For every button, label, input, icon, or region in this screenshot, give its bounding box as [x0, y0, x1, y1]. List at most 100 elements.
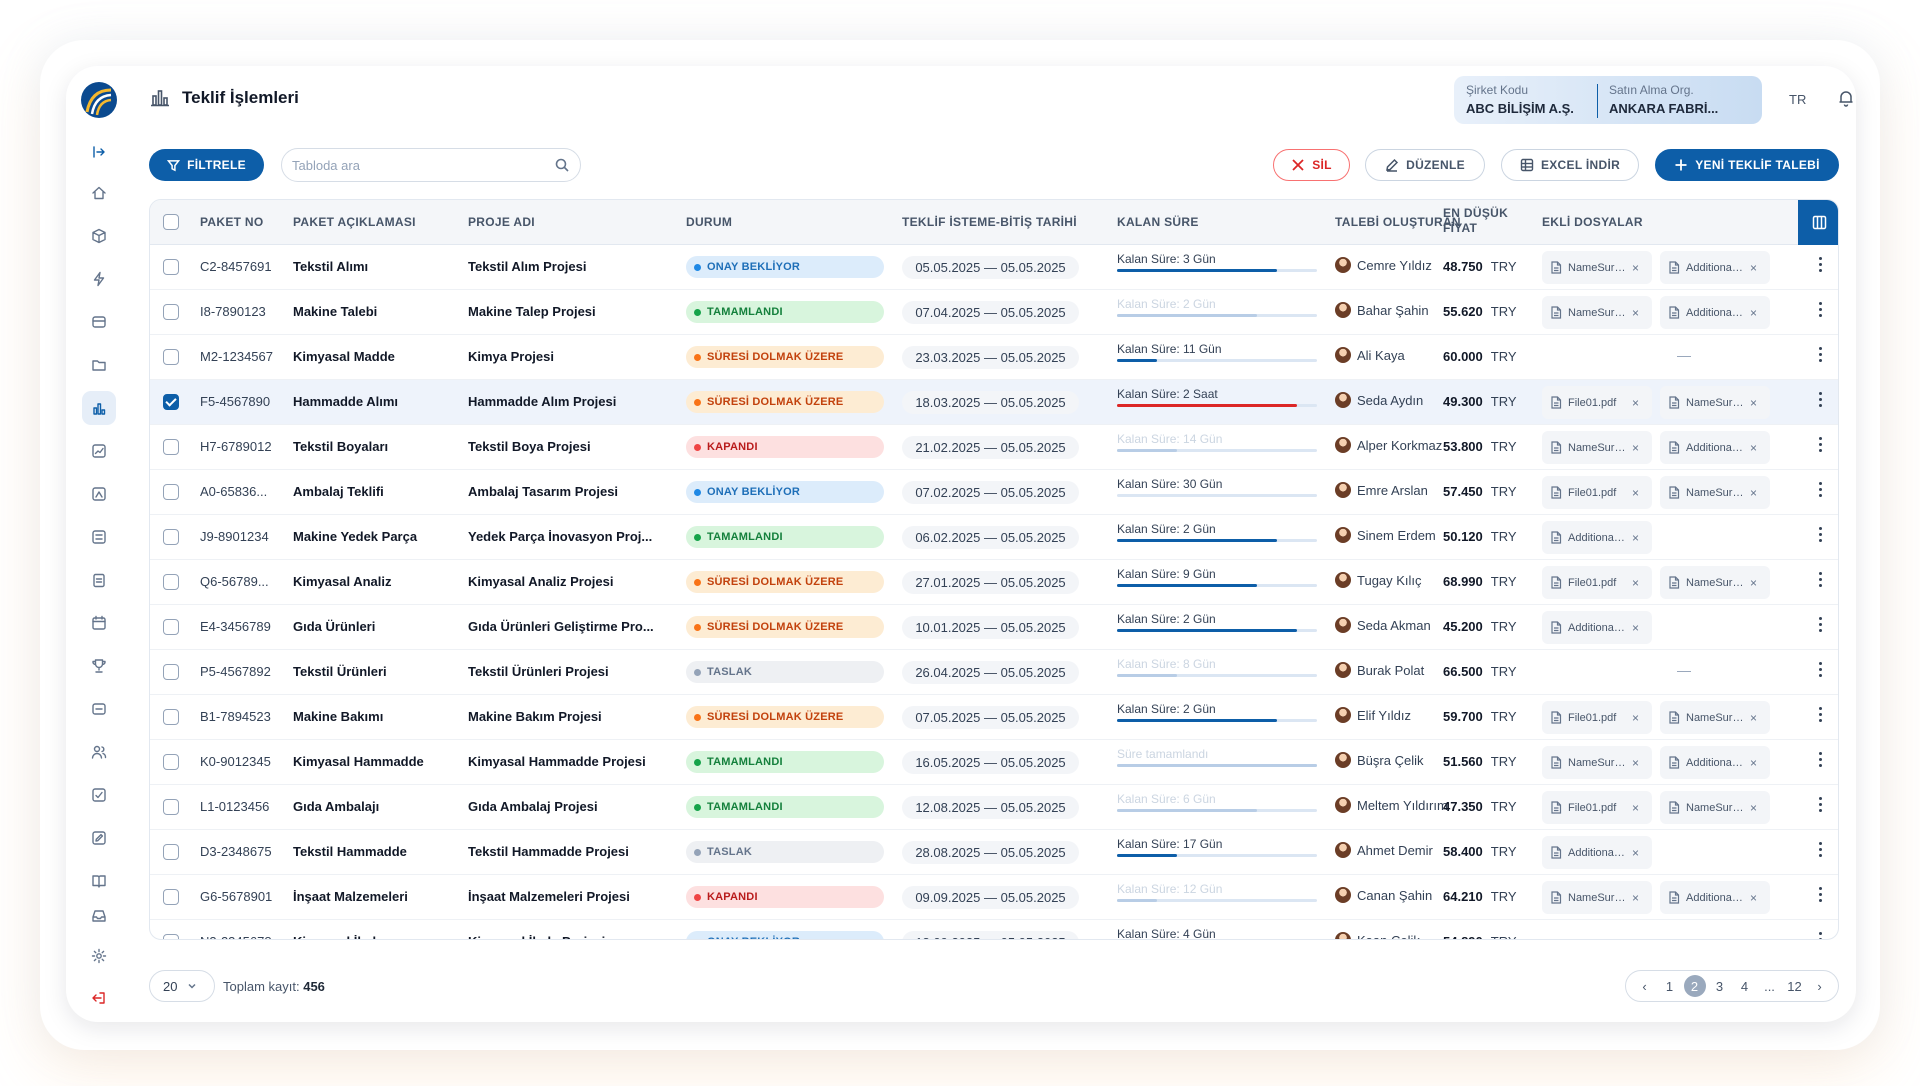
sidebar-item-report[interactable]	[82, 477, 116, 511]
remove-file-icon[interactable]: ×	[1632, 395, 1640, 410]
remove-file-icon[interactable]: ×	[1750, 710, 1758, 725]
row-checkbox[interactable]	[163, 844, 179, 860]
file-chip[interactable]: File01.pdf ×	[1542, 476, 1652, 509]
table-row[interactable]: E4-3456789 Gıda Ürünleri Gıda Ürünleri Gel…	[150, 605, 1838, 650]
table-row[interactable]: G6-5678901 İnşaat Malzemeleri İnşaat Malze…	[150, 875, 1838, 920]
row-checkbox[interactable]	[163, 709, 179, 725]
remove-file-icon[interactable]: ×	[1750, 395, 1758, 410]
column-settings-button[interactable]	[1798, 200, 1838, 245]
row-actions-icon[interactable]	[1816, 662, 1824, 682]
file-chip[interactable]: Additionalfi... ×	[1660, 431, 1770, 464]
filter-button[interactable]: FİLTRELE	[149, 149, 264, 181]
row-actions-icon[interactable]	[1816, 392, 1824, 412]
sidebar-item-home[interactable]	[82, 176, 116, 210]
file-chip[interactable]: Additionalfi... ×	[1660, 881, 1770, 914]
sidebar-item-calendar[interactable]	[82, 606, 116, 640]
sidebar-item-lightning[interactable]	[82, 262, 116, 296]
remove-file-icon[interactable]: ×	[1750, 755, 1758, 770]
row-checkbox[interactable]	[163, 574, 179, 590]
sidebar-item-book[interactable]	[82, 864, 116, 898]
remove-file-icon[interactable]: ×	[1750, 575, 1758, 590]
remove-file-icon[interactable]: ×	[1632, 755, 1640, 770]
row-checkbox[interactable]	[163, 529, 179, 545]
remove-file-icon[interactable]: ×	[1750, 260, 1758, 275]
col-paket-aciklamasi[interactable]: PAKET AÇIKLAMASI	[293, 215, 416, 229]
row-checkbox[interactable]	[163, 619, 179, 635]
delete-button[interactable]: SİL	[1273, 149, 1350, 181]
row-actions-icon[interactable]	[1816, 347, 1824, 367]
row-actions-icon[interactable]	[1816, 527, 1824, 547]
remove-file-icon[interactable]: ×	[1632, 845, 1640, 860]
page-2[interactable]: 2	[1683, 975, 1706, 997]
file-chip[interactable]: Additionalfi... ×	[1660, 251, 1770, 284]
table-search[interactable]	[281, 148, 581, 182]
row-checkbox[interactable]	[163, 754, 179, 770]
row-checkbox[interactable]	[163, 799, 179, 815]
company-logo[interactable]	[81, 82, 117, 118]
col-en-dusuk-fiyat[interactable]: EN DÜŞÜK FİYAT	[1443, 206, 1509, 235]
page-12[interactable]: 12	[1787, 978, 1802, 994]
page-4[interactable]: 4	[1740, 978, 1749, 994]
table-row[interactable]: B1-7894523 Makine Bakımı Makine Bakım Proj…	[150, 695, 1838, 740]
file-chip[interactable]: NameSurn... ×	[1542, 431, 1652, 464]
file-chip[interactable]: File01.pdf ×	[1542, 386, 1652, 419]
page-size-select[interactable]: 20	[149, 970, 215, 1002]
col-proje-adi[interactable]: PROJE ADI	[468, 215, 535, 229]
row-actions-icon[interactable]	[1816, 302, 1824, 322]
sidebar-item-approve[interactable]	[82, 778, 116, 812]
remove-file-icon[interactable]: ×	[1750, 485, 1758, 500]
file-chip[interactable]: File01.pdf ×	[1542, 566, 1652, 599]
next-page-icon[interactable]: ›	[1817, 978, 1822, 994]
sidebar-item-logout[interactable]	[82, 981, 116, 1015]
file-chip[interactable]: NameSurn... ×	[1542, 251, 1652, 284]
remove-file-icon[interactable]: ×	[1632, 575, 1640, 590]
row-checkbox[interactable]	[163, 439, 179, 455]
table-row[interactable]: F5-4567890 Hammadde Alımı Hammadde Alım Pr…	[150, 380, 1838, 425]
remove-file-icon[interactable]: ×	[1632, 710, 1640, 725]
sidebar-item-expand[interactable]	[82, 135, 116, 169]
row-checkbox[interactable]	[163, 934, 179, 939]
sidebar-item-settings[interactable]	[82, 939, 116, 973]
excel-download-button[interactable]: EXCEL İNDİR	[1501, 149, 1639, 181]
file-chip[interactable]: NameSurn... ×	[1660, 791, 1770, 824]
sidebar-item-folder[interactable]	[82, 348, 116, 382]
language-switcher[interactable]: TR	[1789, 92, 1807, 107]
bell-icon[interactable]	[1837, 89, 1855, 107]
remove-file-icon[interactable]: ×	[1632, 260, 1640, 275]
search-icon[interactable]	[555, 158, 569, 172]
file-chip[interactable]: Additionalfi... ×	[1660, 296, 1770, 329]
table-row[interactable]: P5-4567892 Tekstil Ürünleri Tekstil Ürünle…	[150, 650, 1838, 695]
file-chip[interactable]: Additionalfi... ×	[1542, 836, 1652, 869]
sidebar-item-inbox[interactable]	[82, 899, 116, 933]
file-chip[interactable]: NameSurn... ×	[1660, 386, 1770, 419]
row-actions-icon[interactable]	[1816, 887, 1824, 907]
remove-file-icon[interactable]: ×	[1750, 440, 1758, 455]
file-chip[interactable]: NameSurn... ×	[1660, 476, 1770, 509]
row-actions-icon[interactable]	[1816, 707, 1824, 727]
file-chip[interactable]: File01.pdf ×	[1542, 791, 1652, 824]
row-actions-icon[interactable]	[1816, 257, 1824, 277]
remove-file-icon[interactable]: ×	[1632, 485, 1640, 500]
row-actions-icon[interactable]	[1816, 617, 1824, 637]
table-row[interactable]: H7-6789012 Tekstil Boyaları Tekstil Boya P…	[150, 425, 1838, 470]
col-ekli-dosyalar[interactable]: EKLİ DOSYALAR	[1542, 215, 1643, 229]
table-row[interactable]: K0-9012345 Kimyasal Hammadde Kimyasal Hamm…	[150, 740, 1838, 785]
file-chip[interactable]: NameSurn... ×	[1660, 566, 1770, 599]
row-checkbox[interactable]	[163, 484, 179, 500]
company-selector[interactable]: Şirket Kodu ABC BİLİŞİM A.Ş. Satın Alma …	[1454, 76, 1762, 124]
col-kalan-sure[interactable]: KALAN SÜRE	[1117, 215, 1199, 229]
row-checkbox[interactable]	[163, 394, 179, 410]
remove-file-icon[interactable]: ×	[1632, 620, 1640, 635]
remove-file-icon[interactable]: ×	[1750, 890, 1758, 905]
new-quote-request-button[interactable]: YENİ TEKLİF TALEBİ	[1655, 149, 1839, 181]
table-row[interactable]: C2-8457691 Tekstil Alımı Tekstil Alım Proj…	[150, 245, 1838, 290]
sidebar-item-trend[interactable]	[82, 434, 116, 468]
remove-file-icon[interactable]: ×	[1632, 890, 1640, 905]
page-1[interactable]: 1	[1665, 978, 1674, 994]
page-3[interactable]: 3	[1715, 978, 1724, 994]
file-chip[interactable]: File01.pdf ×	[1542, 701, 1652, 734]
col-paket-no[interactable]: PAKET NO	[200, 215, 264, 229]
col-talebi-olusturan[interactable]: TALEBİ OLUŞTURAN	[1335, 215, 1461, 229]
file-chip[interactable]: Additionalfi... ×	[1660, 746, 1770, 779]
table-row[interactable]: D3-2348675 Tekstil Hammadde Tekstil Hammad…	[150, 830, 1838, 875]
